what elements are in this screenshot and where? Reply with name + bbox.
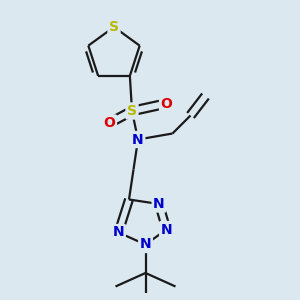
Text: O: O (103, 116, 116, 130)
Text: N: N (113, 226, 124, 239)
Text: O: O (160, 97, 172, 110)
Text: N: N (161, 223, 172, 236)
Text: S: S (109, 20, 119, 34)
Text: N: N (153, 197, 165, 211)
Text: N: N (132, 133, 144, 146)
Text: S: S (127, 104, 137, 118)
Text: N: N (140, 238, 151, 251)
